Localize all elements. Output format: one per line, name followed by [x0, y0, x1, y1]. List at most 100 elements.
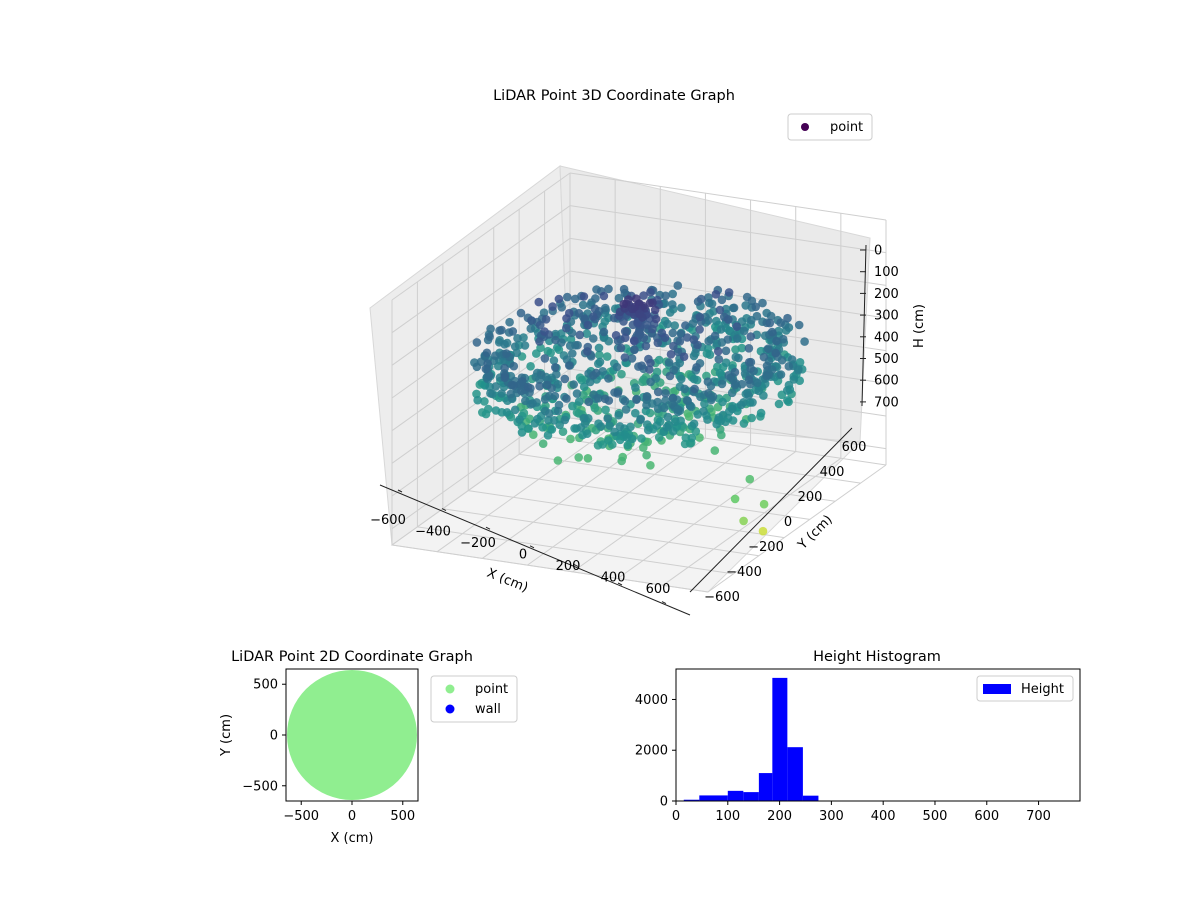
scatter-3d-point [639, 333, 649, 343]
scatter-3d-point [482, 348, 492, 358]
histogram-x-ticks: 0 100 200 300 400 500 600 700 [672, 801, 1051, 824]
scatter-3d-point [695, 312, 705, 322]
chart-2d-x-ticks: −500 0 500 [283, 801, 415, 824]
scatter-3d-point [707, 299, 717, 309]
scatter-3d-point [615, 422, 625, 431]
scatter-3d-point [590, 403, 600, 413]
scatter-3d-point [745, 474, 755, 484]
scatter-3d-point [512, 348, 522, 358]
scatter-3d-point [630, 345, 639, 355]
scatter-3d-point [695, 433, 704, 442]
scatter-3d-point [668, 300, 677, 309]
grid-line-floor-x [617, 451, 797, 579]
scatter-3d-point [614, 410, 623, 420]
scatter-3d-point [665, 371, 675, 381]
scatter-3d-point [569, 380, 578, 389]
scatter-3d-point [546, 348, 555, 358]
scatter-3d-point [480, 397, 489, 406]
scatter-3d-point [594, 343, 604, 353]
scatter-3d-point [650, 305, 660, 315]
z-axis-ticks: 0 100 200 300 400 500 600 700 [860, 244, 899, 410]
scatter-3d-point [713, 347, 723, 356]
scatter-3d-point [659, 403, 669, 413]
scatter-3d-point [661, 389, 670, 398]
scatter-3d-point [579, 382, 589, 392]
scatter-3d-point [653, 387, 663, 397]
scatter-3d-point [776, 370, 786, 379]
z-tick-label: 300 [874, 309, 899, 324]
scatter-3d-point [651, 314, 661, 324]
scatter-3d-point [654, 355, 664, 365]
scatter-3d-point [787, 355, 797, 364]
y-tick-label: 200 [798, 490, 823, 505]
scatter-3d-point [748, 398, 757, 407]
legend-3d-label: point [830, 120, 863, 135]
scatter-3d-point [538, 423, 547, 432]
legend-3d-box [787, 113, 873, 141]
scatter-3d-point [583, 454, 593, 463]
scatter-3d-point [621, 405, 631, 414]
scatter-3d-point [528, 399, 537, 408]
grid-line-floor-x [391, 417, 571, 546]
scatter-3d-point [551, 363, 560, 372]
scatter-3d-point [683, 396, 692, 406]
grid-line-floor-y [417, 526, 734, 575]
legend-3d-marker [801, 123, 809, 131]
scatter-3d-point [481, 364, 491, 374]
scatter-3d-point [543, 431, 553, 440]
scatter-3d-point [517, 386, 526, 396]
chart-2d-y-label: Y (cm) [219, 714, 234, 757]
scatter-3d-point [710, 446, 720, 455]
scatter-3d-point [628, 304, 637, 314]
scatter-3d-point [660, 333, 670, 343]
scatter-3d-point [763, 344, 773, 354]
scatter-3d-point [560, 415, 570, 425]
scatter-3d-point [724, 315, 733, 324]
histogram-x-tick-label: 200 [767, 809, 792, 824]
z-tick-label: 700 [874, 395, 899, 410]
scatter-3d-point [712, 419, 721, 429]
scatter-3d-point [682, 333, 692, 342]
scatter-3d-point [673, 347, 683, 357]
scatter-3d-point [689, 419, 699, 429]
scatter-3d-point [734, 353, 743, 363]
scatter-3d-point [589, 334, 598, 343]
scatter-3d-point [778, 334, 788, 344]
y-tick-label: −400 [726, 565, 762, 580]
grid-line-floor-y [468, 490, 785, 539]
scatter-3d-point [534, 297, 544, 307]
chart-2d-y-tick-label: 500 [253, 678, 278, 693]
scatter-3d-point [795, 358, 805, 367]
scatter-3d-point [526, 362, 535, 371]
scatter-3d-point [662, 422, 672, 432]
scatter-3d-point [653, 338, 663, 348]
scatter-3d-point [684, 412, 694, 421]
scatter-3d-point [591, 294, 600, 303]
scatter-3d-point [616, 343, 626, 353]
scatter-3d-point [540, 395, 550, 404]
scatter-3d-point [690, 384, 699, 394]
scatter-3d-point [562, 394, 571, 403]
scatter-3d-point [578, 300, 588, 310]
scatter-3d-point [500, 373, 510, 383]
scatter-3d-point [557, 303, 566, 312]
x-tick-label: −400 [415, 525, 451, 540]
scatter-3d-point [576, 423, 586, 432]
scatter-3d-point [491, 382, 501, 391]
scatter-3d-point [646, 377, 655, 387]
scatter-3d-point [584, 397, 594, 407]
scatter-3d-point [708, 392, 718, 401]
scatter-3d-point [704, 293, 713, 302]
scatter-3d-point [563, 292, 572, 302]
scatter-3d-point [783, 313, 792, 323]
scatter-3d-point [472, 362, 482, 372]
scatter-3d-point [715, 305, 725, 315]
scatter-3d-point [580, 314, 589, 323]
scatter-3d-point [589, 371, 598, 380]
scatter-3d-point [550, 391, 560, 401]
scatter-3d-point [523, 382, 533, 392]
legend-histogram-box [976, 675, 1074, 702]
scatter-3d-point [553, 456, 563, 465]
scatter-3d-point [687, 433, 697, 443]
scatter-3d-point [703, 415, 712, 424]
